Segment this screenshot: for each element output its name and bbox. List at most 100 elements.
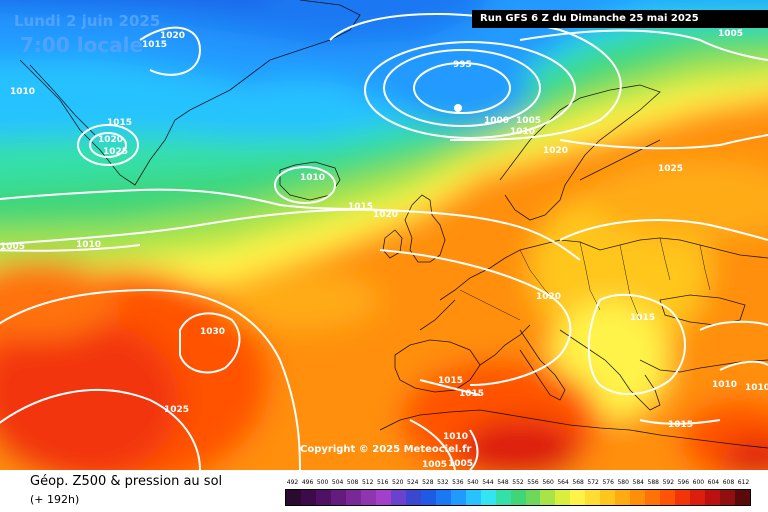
scale-value-label: 532	[437, 479, 449, 486]
forecast-time: 7:00 locale	[20, 33, 144, 57]
scale-color-swatch	[600, 490, 616, 505]
scale-color-swatch	[405, 490, 421, 505]
scale-color-swatch	[720, 490, 736, 505]
scale-color-swatch	[286, 490, 301, 505]
scale-value-label: 592	[662, 479, 675, 486]
isobar-labels: 1020 1015 1010 1015 1020 1025 995 1000 1…	[0, 29, 768, 470]
scale-value-label: 576	[602, 479, 614, 486]
scale-color-swatch	[450, 490, 466, 505]
isobar-label: 1010	[300, 173, 325, 183]
scale-value-label: 604	[707, 479, 720, 486]
color-scale	[285, 489, 751, 506]
scale-value-label: 544	[482, 479, 494, 486]
scale-color-swatch	[390, 490, 406, 505]
isobar-label: 1015	[459, 389, 484, 399]
scale-value-label: 612	[737, 479, 750, 486]
isobar-label: 1000	[484, 116, 509, 126]
scale-color-swatch	[360, 490, 376, 505]
scale-value-label: 588	[647, 479, 659, 486]
scale-value-label: 568	[572, 479, 584, 486]
scale-value-label: 560	[542, 479, 554, 486]
isobar-label: 1020	[160, 31, 185, 41]
scale-color-swatch	[465, 490, 481, 505]
scale-color-swatch	[630, 490, 646, 505]
copyright-notice: Copyright © 2025 Meteociel.fr	[300, 444, 472, 455]
scale-color-swatch	[435, 490, 451, 505]
isobar-label: 1005	[0, 242, 25, 252]
color-scale-labels: 492 496 500 504 508 512 516 520 524 528 532 536 540 5…	[285, 479, 751, 486]
scale-value-label: 516	[376, 479, 389, 486]
scale-value-label: 500	[316, 479, 329, 486]
isobar-label: 1030	[200, 327, 225, 337]
scale-value-label: 596	[677, 479, 690, 486]
scale-value-label: 528	[422, 479, 434, 486]
scale-color-swatch	[420, 490, 436, 505]
isobar-label: 1025	[658, 164, 683, 174]
scale-value-label: 524	[407, 479, 419, 486]
scale-color-swatch	[615, 490, 631, 505]
scale-value-label: 572	[587, 479, 599, 486]
scale-color-swatch	[375, 490, 391, 505]
scale-color-swatch	[480, 490, 496, 505]
scale-color-swatch	[705, 490, 721, 505]
isobar-label: 1005	[422, 460, 447, 470]
isobar-label: 1015	[630, 313, 655, 323]
scale-value-label: 504	[331, 479, 344, 486]
run-banner: Run GFS 6 Z du Dimanche 25 mai 2025	[472, 10, 768, 28]
legend-subtitle: (+ 192h)	[30, 493, 80, 506]
scale-value-label: 580	[617, 479, 629, 486]
scale-color-swatch	[525, 490, 541, 505]
isobar-label: 1010	[443, 432, 468, 442]
isobars	[0, 12, 768, 470]
scale-color-swatch	[330, 490, 346, 505]
isobar-label: 1015	[668, 420, 693, 430]
isobar-label: 1020	[543, 146, 568, 156]
isobar-label: 995	[453, 60, 472, 70]
scale-color-swatch	[315, 490, 331, 505]
scale-value-label: 552	[512, 479, 524, 486]
scale-value-label: 600	[692, 479, 705, 486]
scale-color-swatch	[585, 490, 601, 505]
scale-color-swatch	[540, 490, 556, 505]
scale-color-swatch	[300, 490, 316, 505]
isobar-label: 1020	[536, 292, 561, 302]
scale-value-label: 508	[346, 479, 359, 486]
scale-color-swatch	[345, 490, 361, 505]
isobar-label: 1015	[107, 118, 132, 128]
isobar-label: 1020	[98, 135, 123, 145]
isobar-label: 1005	[718, 29, 743, 39]
scale-value-label: 556	[527, 479, 539, 486]
scale-value-label: 536	[452, 479, 464, 486]
isobar-label: 1015	[348, 202, 373, 212]
isobar-label: 1010	[745, 383, 768, 393]
isobar-label: 1025	[103, 147, 128, 157]
scale-color-swatch	[735, 490, 751, 505]
legend-bar: Géop. Z500 & pression au sol (+ 192h) 49…	[0, 470, 768, 512]
low-pressure-center-icon	[454, 104, 462, 112]
isobar-label: 1015	[438, 376, 463, 386]
scale-color-swatch	[675, 490, 691, 505]
scale-color-swatch	[570, 490, 586, 505]
scale-value-label: 496	[301, 479, 314, 486]
legend-title: Géop. Z500 & pression au sol	[30, 474, 223, 489]
scale-color-swatch	[555, 490, 571, 505]
isobar-label: 1010	[712, 380, 737, 390]
isobar-label: 1005	[516, 116, 541, 126]
scale-color-swatch	[690, 490, 706, 505]
scale-value-label: 608	[722, 479, 735, 486]
forecast-date: Lundi 2 juin 2025	[14, 12, 161, 30]
isobar-label: 1010	[10, 87, 35, 97]
scale-value-label: 512	[361, 479, 374, 486]
isobar-label: 1020	[373, 210, 398, 220]
scale-color-swatch	[660, 490, 676, 505]
isobar-label: 1010	[510, 127, 535, 137]
isobar-label: 1015	[142, 40, 167, 50]
scale-color-swatch	[495, 490, 511, 505]
scale-value-label: 564	[557, 479, 569, 486]
map-canvas: 1020 1015 1010 1015 1020 1025 995 1000 1…	[0, 0, 768, 470]
isobar-label: 1005	[448, 459, 473, 469]
scale-value-label: 492	[286, 479, 299, 486]
isobar-label: 1025	[164, 405, 189, 415]
scale-value-label: 540	[467, 479, 479, 486]
